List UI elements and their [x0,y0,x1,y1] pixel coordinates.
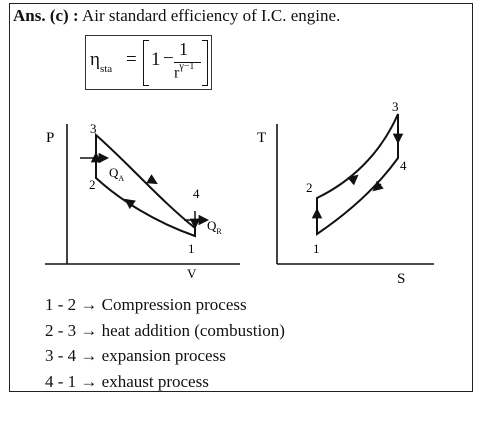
answer-heading: Ans. (c) : Air standard efficiency of I.… [13,6,340,26]
formula-one: 1 [151,49,161,70]
fraction-denominator: rγ−1 [174,61,195,82]
pv-point-1: 1 [188,241,195,256]
pv-diagram: P V QA QR 1 2 3 4 [45,121,240,281]
pv-compression-arrow [124,198,136,210]
ts-point-2: 2 [306,180,313,195]
ts-cycle-path [316,113,399,236]
efficiency-formula: ηsta = 1 − 1 rγ−1 [85,35,212,90]
ts-diagram: T S 1 2 3 4 [257,99,434,287]
ts-x-label: S [397,271,405,287]
heat-in-label: QA [109,165,124,183]
ts-heat-rejection-arrow [372,180,384,192]
efficiency-symbol: ηsta [90,49,113,75]
ts-point-1: 1 [313,241,320,256]
pv-y-label: P [46,130,54,146]
answer-frame [9,3,473,392]
heading-text: Air standard efficiency of I.C. engine. [81,6,341,25]
fraction-numerator: 1 [179,39,188,59]
pv-cycle-path [95,132,196,238]
pv-x-label: V [187,266,197,281]
process-list: 1 - 2 → Compression process 2 - 3 → heat… [45,292,285,394]
left-bracket [143,40,149,86]
right-bracket [202,40,208,86]
process-item: 3 - 4 → expansion process [45,346,226,365]
ts-y-label: T [257,130,266,146]
heat-out-label: QR [207,218,222,236]
pv-point-2: 2 [89,177,96,192]
ts-point-4: 4 [400,158,407,173]
efficiency-subscript: sta [99,62,113,75]
equals-sign: = [126,49,137,70]
pv-point-4: 4 [193,186,200,201]
process-item: 1 - 2 → Compression process [45,295,247,314]
ts-heat-addition-arrow [347,174,359,186]
minus-sign: − [163,48,174,69]
process-item: 2 - 3 → heat addition (combustion) [45,320,285,340]
fraction-bar [174,62,201,63]
ts-point-3: 3 [392,99,399,114]
process-item: 4 - 1 → exhaust process [45,371,209,391]
pv-point-3: 3 [90,121,97,136]
pv-expansion-arrow [146,174,158,185]
answer-label: Ans. (c) : [13,6,79,25]
compression-ratio-exponent: γ−1 [179,61,195,72]
